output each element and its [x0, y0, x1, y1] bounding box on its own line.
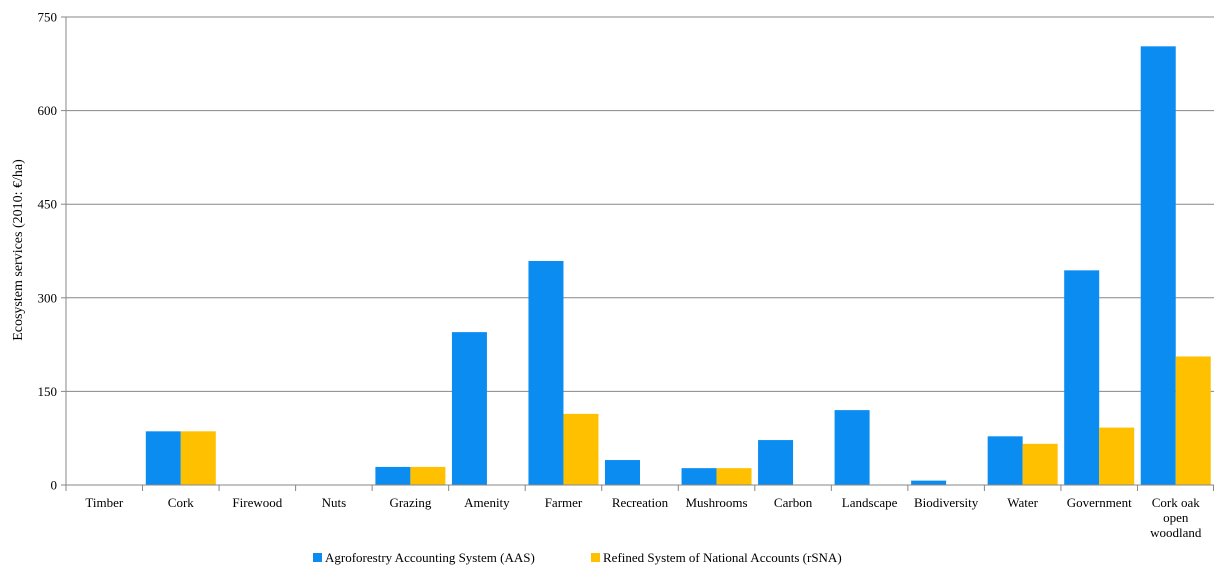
x-category-label-line: Landscape	[842, 495, 898, 510]
bar-aas	[835, 410, 870, 485]
y-tick-label: 300	[38, 290, 58, 305]
bar-rsna	[717, 468, 752, 485]
x-category-label-line: Farmer	[545, 495, 583, 510]
x-category-label: Timber	[85, 495, 123, 510]
x-category-label: Nuts	[322, 495, 347, 510]
x-category-label: Amenity	[464, 495, 510, 510]
y-axis-title: Ecosystem services (2010: €/ha)	[11, 159, 26, 341]
bar-aas	[911, 481, 946, 485]
bar-rsna	[181, 431, 216, 485]
x-category-label-line: Grazing	[389, 495, 431, 510]
bar-aas	[375, 467, 410, 485]
x-category-label: Government	[1067, 495, 1132, 510]
y-tick-label: 600	[38, 103, 58, 118]
y-tick-label: 150	[38, 384, 58, 399]
x-category-label: Farmer	[545, 495, 583, 510]
x-category-label-line: Nuts	[322, 495, 347, 510]
y-tick-label: 750	[38, 10, 58, 25]
x-category-label: Mushrooms	[685, 495, 747, 510]
legend-swatch-aas	[313, 553, 322, 562]
bar-aas	[452, 332, 487, 485]
x-category-label: Water	[1007, 495, 1038, 510]
bar-rsna	[1099, 428, 1134, 485]
bar-rsna	[1176, 356, 1211, 485]
bar-aas	[758, 440, 793, 485]
bar-rsna	[1023, 444, 1058, 485]
bar-aas	[146, 431, 181, 485]
x-category-label-line: open	[1163, 510, 1189, 525]
bar-aas	[605, 460, 640, 485]
y-tick-label: 450	[38, 197, 58, 212]
x-category-label: Recreation	[612, 495, 669, 510]
x-category-label: Firewood	[232, 495, 282, 510]
legend-swatch-rsna	[591, 553, 600, 562]
bar-aas	[682, 468, 717, 485]
x-category-label-line: Cork oak	[1152, 495, 1201, 510]
y-tick-label: 0	[51, 478, 58, 493]
x-category-label-line: Mushrooms	[685, 495, 747, 510]
x-category-label-line: Firewood	[232, 495, 282, 510]
bar-aas	[1141, 46, 1176, 485]
bar-rsna	[410, 467, 445, 485]
x-category-label-line: woodland	[1150, 525, 1202, 540]
x-category-label-line: Water	[1007, 495, 1038, 510]
x-category-label-line: Cork	[168, 495, 195, 510]
x-category-label: Cork	[168, 495, 195, 510]
bar-aas	[528, 261, 563, 485]
x-category-label-line: Biodiversity	[914, 495, 979, 510]
legend-label-rsna: Refined System of National Accounts (rSN…	[603, 550, 842, 565]
x-category-label-line: Government	[1067, 495, 1132, 510]
grid-layer	[66, 17, 1214, 391]
x-category-label-line: Carbon	[774, 495, 813, 510]
x-category-label: Biodiversity	[914, 495, 979, 510]
bar-aas	[988, 436, 1023, 485]
x-category-label: Carbon	[774, 495, 813, 510]
x-category-label: Landscape	[842, 495, 898, 510]
x-category-label-line: Amenity	[464, 495, 510, 510]
x-category-label-line: Timber	[85, 495, 123, 510]
legend-label-aas: Agroforestry Accounting System (AAS)	[325, 550, 535, 565]
bar-rsna	[563, 414, 598, 485]
bar-aas	[1064, 270, 1099, 485]
legend: Agroforestry Accounting System (AAS) Refi…	[313, 550, 842, 565]
bars-layer	[146, 46, 1211, 485]
x-category-label: Grazing	[389, 495, 431, 510]
x-category-label-line: Recreation	[612, 495, 669, 510]
